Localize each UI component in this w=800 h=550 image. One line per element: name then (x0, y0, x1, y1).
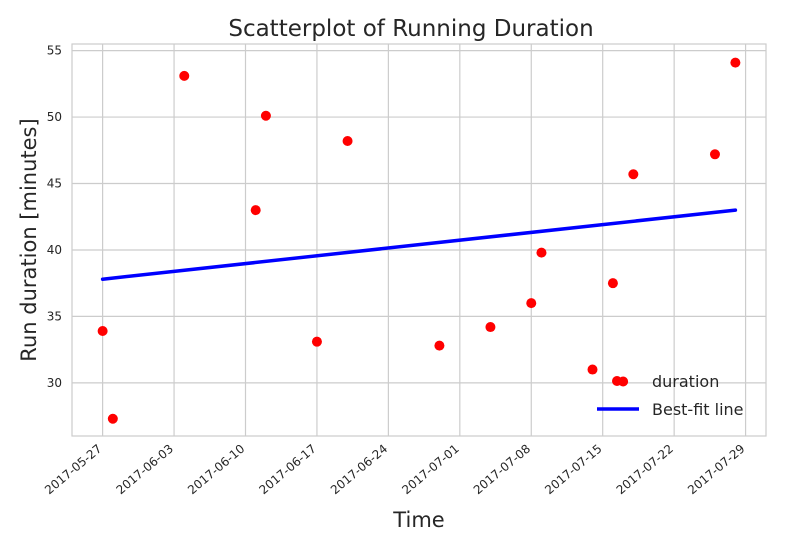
data-point (607, 278, 618, 289)
y-tick-labels: 30 35 40 45 50 55 (47, 44, 62, 390)
data-point (434, 340, 445, 351)
y-tick-label: 30 (47, 376, 62, 390)
plot-frame (71, 43, 767, 437)
y-tick-label: 45 (47, 177, 62, 191)
data-point (342, 136, 353, 147)
legend-label-best-fit: Best-fit line (652, 400, 744, 419)
data-point (526, 298, 537, 309)
data-point (250, 205, 261, 216)
data-point (107, 413, 118, 424)
y-tick-label: 55 (47, 44, 62, 58)
data-points (97, 57, 741, 424)
fit-line-layer (100, 208, 738, 281)
data-point (709, 149, 720, 160)
data-point (97, 326, 108, 337)
chart-title: Scatterplot of Running Duration (228, 16, 593, 42)
data-point (311, 336, 322, 347)
legend: duration Best-fit line (597, 372, 744, 419)
data-point (587, 364, 598, 375)
data-point (179, 70, 190, 81)
legend-label-duration: duration (652, 372, 719, 391)
y-tick-label: 35 (47, 309, 62, 323)
best-fit-line (100, 208, 738, 281)
data-point (628, 169, 639, 180)
x-axis-label: Time (392, 508, 444, 532)
data-point (730, 57, 741, 68)
data-point (536, 247, 547, 258)
y-axis-label: Run duration [minutes] (17, 118, 41, 361)
y-tick-label: 50 (47, 110, 62, 124)
y-tick-label: 40 (47, 243, 62, 257)
data-point (485, 322, 496, 333)
legend-marker-duration (612, 376, 622, 386)
data-point (260, 110, 271, 121)
